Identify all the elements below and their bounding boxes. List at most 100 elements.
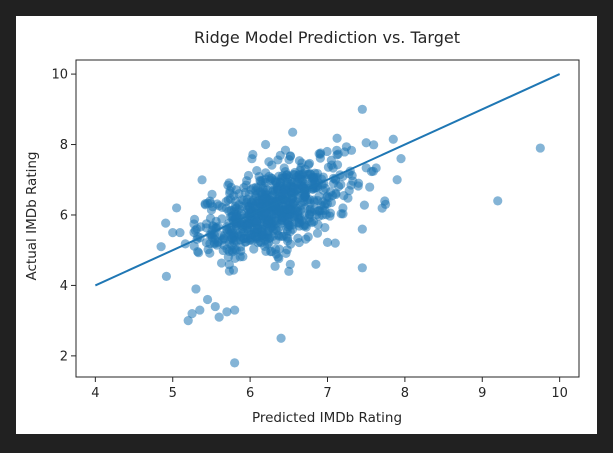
data-point — [284, 266, 294, 276]
data-point — [261, 221, 271, 231]
scatter-chart: Ridge Model Prediction vs. Target 4 5 6 7 8 9… — [24, 28, 580, 426]
data-point — [230, 358, 240, 368]
data-point — [209, 239, 220, 249]
x-axis-ticks: 4 5 6 7 8 9 10 — [91, 377, 568, 401]
x-tick-label: 6 — [246, 386, 254, 401]
data-point — [205, 248, 215, 258]
data-point — [249, 244, 259, 254]
y-tick-label: 10 — [51, 68, 68, 83]
chart-title: Ridge Model Prediction vs. Target — [194, 28, 460, 47]
data-point — [294, 156, 305, 166]
x-tick-label: 10 — [551, 386, 568, 401]
data-point — [275, 150, 285, 161]
data-point — [380, 199, 391, 210]
data-point — [332, 133, 342, 143]
data-point — [284, 212, 295, 222]
data-point — [270, 261, 280, 271]
data-point — [239, 195, 249, 206]
data-point — [252, 218, 262, 228]
x-tick-label: 5 — [169, 386, 177, 401]
data-point — [285, 239, 296, 249]
data-point — [267, 246, 277, 257]
data-point — [256, 176, 266, 186]
data-point — [195, 305, 205, 315]
data-point — [260, 208, 270, 218]
data-point — [330, 238, 340, 248]
data-point — [156, 242, 166, 252]
data-point — [289, 198, 299, 208]
data-point — [392, 175, 402, 185]
data-point — [278, 212, 288, 222]
data-point — [322, 237, 333, 247]
data-point — [280, 172, 290, 183]
data-point — [239, 182, 249, 193]
data-point — [278, 188, 288, 198]
data-point — [285, 259, 295, 269]
data-point — [168, 227, 178, 238]
data-point — [319, 201, 329, 211]
data-point — [353, 181, 363, 191]
data-point — [183, 316, 193, 326]
x-tick-label: 4 — [91, 386, 99, 401]
data-point — [282, 204, 292, 214]
data-point — [226, 228, 236, 238]
data-point — [235, 231, 245, 241]
data-point — [252, 166, 262, 176]
data-point — [359, 200, 369, 210]
data-point — [361, 138, 371, 148]
data-point — [187, 309, 197, 319]
data-point — [281, 248, 291, 258]
y-tick-label: 2 — [60, 349, 68, 364]
y-axis-ticks: 2 4 6 8 10 — [51, 68, 76, 364]
x-tick-label: 8 — [401, 386, 409, 401]
data-point — [493, 196, 503, 206]
data-point — [201, 238, 211, 248]
data-point — [189, 219, 199, 229]
data-point — [201, 223, 211, 233]
data-point — [202, 294, 213, 305]
data-point — [247, 154, 257, 164]
data-point — [535, 143, 545, 153]
data-point — [243, 221, 253, 231]
data-point — [276, 333, 286, 343]
data-point — [388, 134, 398, 144]
y-axis-title: Actual IMDb Rating — [24, 152, 40, 281]
reference-line — [94, 73, 561, 287]
data-point — [274, 222, 284, 233]
data-point — [224, 266, 235, 276]
data-point — [346, 145, 357, 155]
data-point — [227, 245, 237, 255]
data-point — [267, 160, 277, 170]
data-point — [230, 305, 240, 315]
data-point — [223, 252, 233, 262]
data-point — [325, 208, 336, 218]
x-axis-title: Predicted IMDb Rating — [252, 410, 402, 426]
data-point — [289, 183, 299, 193]
reference-line-layer — [94, 73, 561, 287]
data-point — [222, 307, 232, 317]
data-point — [271, 177, 281, 187]
data-point — [293, 174, 303, 185]
data-point — [206, 205, 217, 215]
data-point — [244, 189, 254, 199]
data-point — [334, 181, 344, 192]
data-point — [273, 252, 283, 262]
y-tick-label: 8 — [60, 138, 68, 153]
data-point — [264, 233, 274, 244]
data-point — [357, 263, 367, 273]
data-point — [369, 140, 379, 150]
data-point — [193, 248, 204, 258]
data-point — [207, 189, 217, 199]
data-point — [366, 166, 377, 177]
data-point — [293, 233, 303, 243]
data-point — [225, 194, 236, 204]
data-point — [218, 245, 228, 256]
data-point — [175, 227, 185, 238]
data-point — [161, 218, 171, 228]
data-point — [214, 312, 224, 322]
data-point — [357, 104, 367, 114]
data-point — [312, 228, 323, 238]
data-point — [172, 203, 182, 213]
x-tick-label: 9 — [478, 386, 486, 401]
data-point — [230, 201, 240, 211]
